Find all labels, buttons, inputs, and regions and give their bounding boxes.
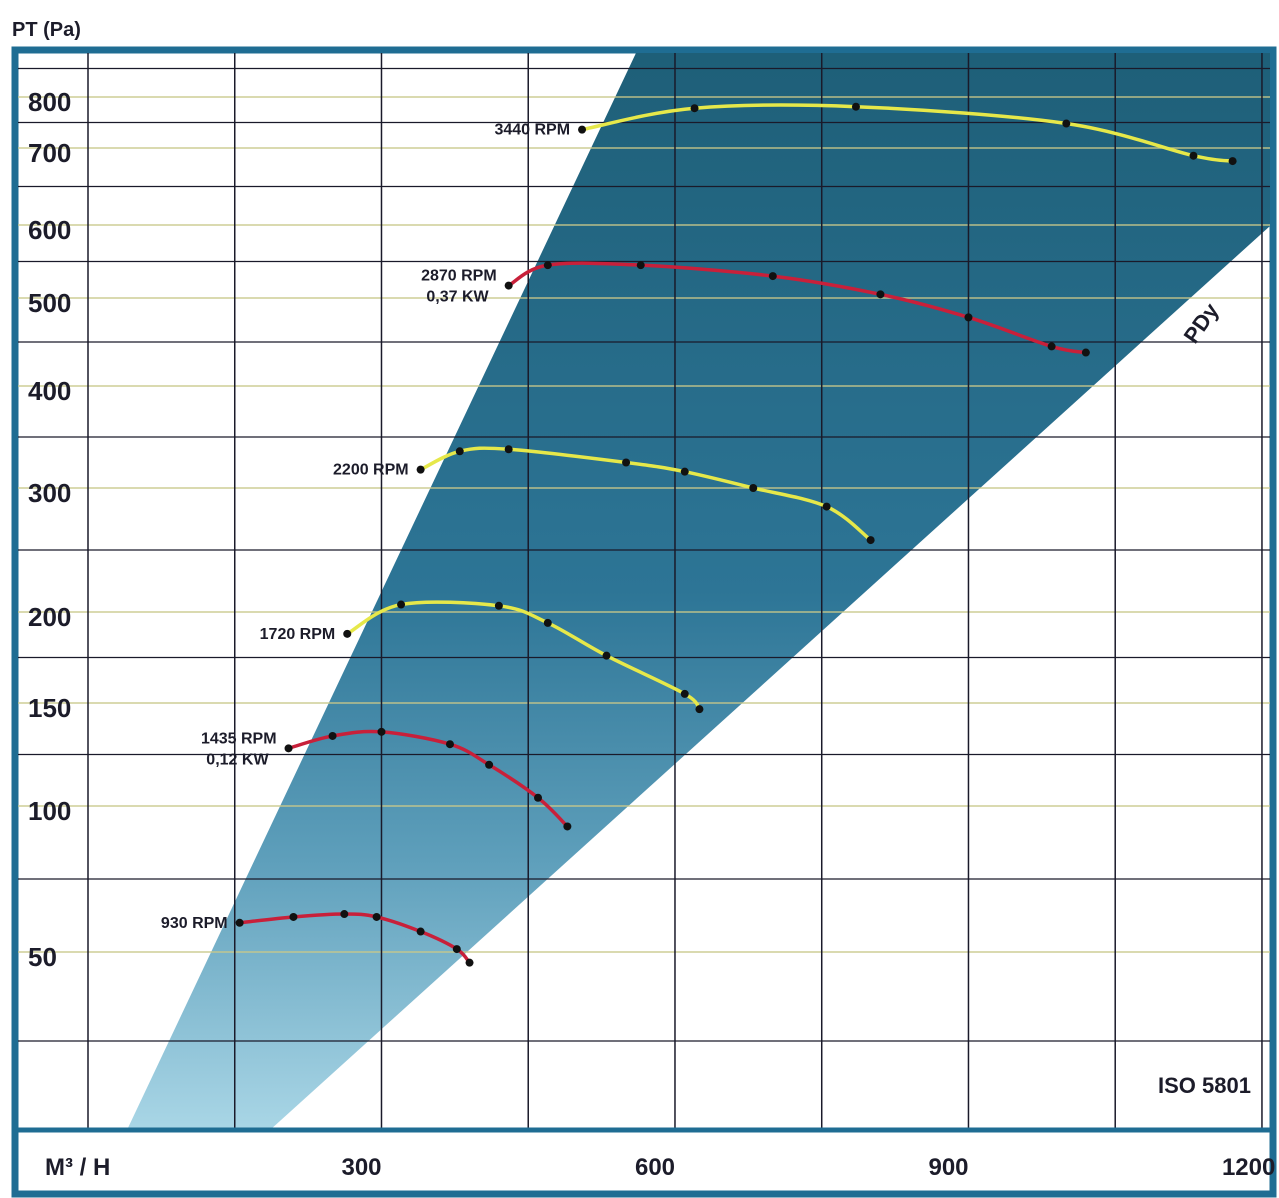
data-point bbox=[1062, 119, 1071, 128]
y-tick-label: 500 bbox=[28, 288, 71, 318]
y-tick-labels: 50 100 150 200 300 400 500 600 700 800 bbox=[28, 87, 71, 972]
data-point bbox=[485, 760, 494, 769]
data-point bbox=[563, 822, 572, 831]
data-point bbox=[289, 912, 298, 921]
x-tick-label: 1200 bbox=[1222, 1154, 1275, 1181]
data-point bbox=[636, 261, 645, 270]
y-tick-label: 600 bbox=[28, 215, 71, 245]
data-point bbox=[1189, 151, 1198, 160]
iso-standard-label: ISO 5801 bbox=[1158, 1073, 1251, 1098]
data-point bbox=[543, 618, 552, 627]
data-point bbox=[964, 313, 973, 322]
curve-label: 930 RPM bbox=[161, 915, 228, 932]
x-tick-label: 900 bbox=[928, 1154, 968, 1181]
data-point bbox=[690, 104, 699, 113]
data-point bbox=[876, 290, 885, 299]
data-point bbox=[543, 261, 552, 270]
data-point bbox=[680, 467, 689, 476]
y-tick-label: 50 bbox=[28, 942, 57, 972]
data-point bbox=[822, 502, 831, 511]
data-point bbox=[695, 705, 704, 714]
y-tick-label: 800 bbox=[28, 87, 71, 117]
data-point bbox=[377, 727, 386, 736]
data-point bbox=[416, 927, 425, 936]
rpm-curves bbox=[235, 102, 1237, 967]
curve-sublabel: 0,12 KW bbox=[206, 751, 269, 768]
data-point bbox=[235, 918, 244, 927]
x-tick-label: 600 bbox=[635, 1154, 675, 1181]
data-point bbox=[455, 447, 464, 456]
data-point bbox=[397, 600, 406, 609]
data-point bbox=[328, 731, 337, 740]
data-point bbox=[340, 910, 349, 919]
curve-label: 1720 RPM bbox=[260, 626, 336, 643]
curve-label: 3440 RPM bbox=[494, 122, 570, 139]
data-point bbox=[494, 601, 503, 610]
data-point bbox=[534, 793, 543, 802]
x-tick-label: 300 bbox=[341, 1154, 381, 1181]
data-point bbox=[445, 740, 454, 749]
vertical-gridlines bbox=[87, 53, 1263, 1130]
y-tick-label: 150 bbox=[28, 693, 71, 723]
curve-labels: 930 RPM 1435 RPM 0,12 KW 1720 RPM 2200 RPM 28… bbox=[161, 122, 570, 932]
data-point bbox=[768, 272, 777, 281]
horizontal-gridlines bbox=[18, 67, 1270, 1042]
data-point bbox=[851, 102, 860, 111]
data-point bbox=[504, 281, 513, 290]
y-tick-label: 300 bbox=[28, 478, 71, 508]
data-point bbox=[749, 484, 758, 492]
data-point bbox=[680, 689, 689, 698]
data-point bbox=[1047, 342, 1056, 351]
x-tick-labels: 300 600 900 1200 bbox=[341, 1154, 1275, 1181]
data-point bbox=[1081, 348, 1090, 357]
y-tick-label: 200 bbox=[28, 602, 71, 632]
plot-area bbox=[18, 53, 1270, 1130]
data-point bbox=[504, 445, 513, 454]
curve-sublabel: 0,37 KW bbox=[426, 289, 489, 306]
y-tick-label: 100 bbox=[28, 796, 71, 826]
x-axis-title: M³ / H bbox=[45, 1154, 110, 1181]
data-point bbox=[284, 744, 293, 753]
data-point bbox=[866, 536, 875, 545]
data-point bbox=[416, 465, 425, 474]
curve-label: 2200 RPM bbox=[333, 462, 409, 479]
curve-label: 2870 RPM bbox=[421, 268, 497, 285]
data-point bbox=[343, 629, 352, 638]
curve-2200-rpm bbox=[419, 446, 872, 542]
data-point bbox=[602, 651, 611, 660]
y-axis-title: PT (Pa) bbox=[12, 19, 81, 41]
data-point bbox=[465, 958, 474, 967]
data-point bbox=[1228, 157, 1237, 166]
curve-2870-rpm bbox=[507, 261, 1087, 355]
data-point bbox=[372, 912, 381, 921]
y-tick-label: 400 bbox=[28, 376, 71, 406]
data-point bbox=[622, 458, 631, 467]
data-point bbox=[452, 945, 461, 954]
curve-label: 1435 RPM bbox=[201, 730, 277, 747]
data-point bbox=[578, 125, 587, 134]
y-tick-label: 700 bbox=[28, 138, 71, 168]
